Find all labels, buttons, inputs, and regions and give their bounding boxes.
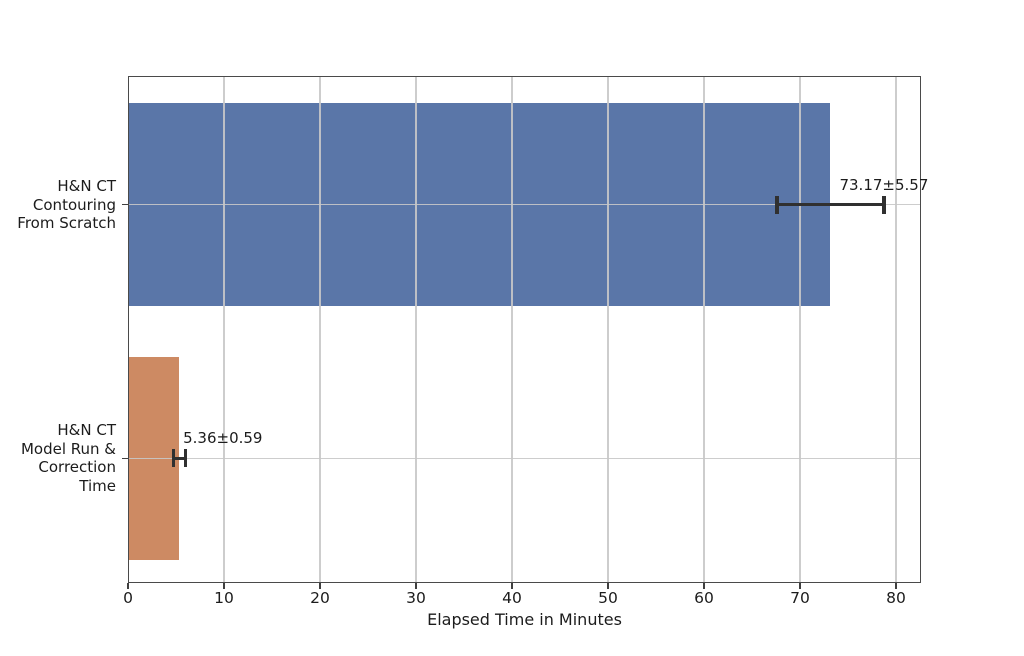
x-axis-tick [415, 583, 417, 589]
error-bar [776, 203, 884, 207]
x-axis-tick-label: 20 [310, 589, 330, 607]
gridline-vertical [319, 76, 321, 583]
y-axis-category-label: H&N CT Model Run & Correction Time [0, 421, 116, 495]
x-axis-tick [127, 583, 129, 589]
gridline-vertical [607, 76, 609, 583]
x-axis-tick-label: 60 [694, 589, 714, 607]
x-axis-tick [511, 583, 513, 589]
category-label-line: Time [79, 476, 116, 495]
category-label-line: Contouring [32, 195, 116, 214]
gridline-horizontal [128, 204, 921, 206]
bar-value-annotation: 5.36±0.59 [183, 429, 263, 448]
bar-value-annotation: 73.17±5.57 [839, 175, 929, 194]
x-axis-tick-label: 50 [598, 589, 618, 607]
x-axis-tick-label: 40 [502, 589, 522, 607]
error-bar-cap [172, 449, 176, 468]
x-axis-tick [895, 583, 897, 589]
gridline-vertical [511, 76, 513, 583]
gridline-vertical [703, 76, 705, 583]
gridline-vertical [223, 76, 225, 583]
category-label-line: Correction [38, 458, 116, 477]
gridline-vertical [415, 76, 417, 583]
category-label-line: H&N CT [57, 421, 116, 440]
x-axis-tick-label: 80 [886, 589, 906, 607]
x-axis-tick [607, 583, 609, 589]
gridline-horizontal [128, 457, 921, 459]
x-axis-tick [319, 583, 321, 589]
category-label-line: H&N CT [57, 177, 116, 195]
x-axis-tick [223, 583, 225, 589]
error-bar [173, 456, 186, 460]
x-axis-tick-label: 0 [123, 589, 133, 607]
category-label-line: From Scratch [17, 214, 116, 232]
error-bar-cap [882, 195, 886, 214]
gridline-vertical [799, 76, 801, 583]
x-axis-tick-label: 70 [790, 589, 810, 607]
x-axis-tick [703, 583, 705, 589]
x-axis-tick [799, 583, 801, 589]
error-bar-cap [183, 449, 187, 468]
y-axis-tick [122, 204, 128, 206]
x-axis-tick-label: 10 [214, 589, 234, 607]
gridline-vertical [895, 76, 897, 583]
category-label-line: Model Run & [20, 439, 116, 458]
x-axis-tick-label: 30 [406, 589, 426, 607]
y-axis-category-label: H&N CT Contouring From Scratch [0, 177, 116, 233]
x-axis-label: Elapsed Time in Minutes [427, 610, 622, 629]
error-bar-cap [775, 195, 779, 214]
y-axis-tick [122, 457, 128, 459]
